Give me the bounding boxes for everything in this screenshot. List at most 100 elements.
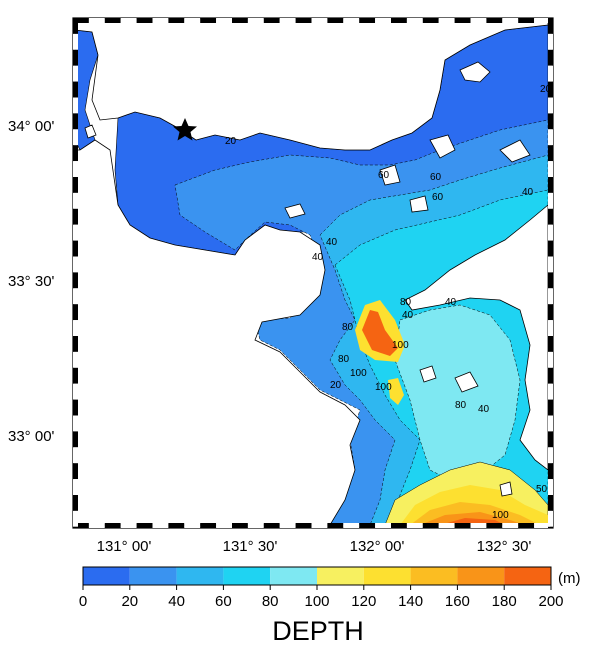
frame-tick-segment [120,523,137,528]
frame-tick-segment [343,523,360,528]
frame-tick-segment [548,65,553,82]
frame-tick-segment [73,18,78,34]
contour-label: 40 [312,252,324,263]
colorbar-swatch [457,567,505,585]
frame-tick-segment [548,320,553,336]
frame-tick-segment [73,463,78,480]
frame-tick-segment [73,145,78,162]
colorbar-tick-label: 160 [445,593,470,610]
colorbar-title: DEPTH [272,616,364,646]
frame-tick-segment [343,18,360,23]
contour-label: 60 [430,172,442,183]
depth-colorbar: 0 20 40 60 80 100 120 140 160 180 200 [79,566,564,610]
island-7 [454,371,479,393]
frame-tick-segment [548,113,553,130]
frame-tick-segment [548,129,553,146]
frame-tick-segment [232,18,248,23]
longitude-label: 131° 00' [97,538,152,555]
colorbar-unit: (m) [558,570,581,587]
land-honshu-west [72,17,549,151]
frame-tick-segment [548,240,553,257]
contour-label: 100 [350,368,367,379]
contour-label: 80 [342,322,354,333]
frame-tick-segment [391,18,407,23]
frame-tick-segment [168,18,185,23]
frame-tick-segment [73,320,78,336]
frame-tick-segment [486,18,503,23]
frame-tick-segment [247,18,264,23]
frame-tick-segment [548,463,553,480]
contour-label: 80 [400,297,412,308]
island-9 [499,481,513,497]
island-8 [419,365,437,383]
frame-tick-segment [311,523,328,528]
colorbar-swatch [410,567,458,585]
frame-tick-segment [73,383,78,400]
frame-tick-segment [73,161,78,177]
land-shikoku [404,204,549,471]
frame-tick-segment [548,495,553,511]
frame-tick-segment [548,272,553,289]
frame-tick-segment [120,18,137,23]
contour-labels: 20 40 60 80 100 40 60 40 80 100 20 40 80… [225,84,552,521]
frame-tick-segment [73,224,78,241]
frame-tick-segment [470,523,487,528]
frame-tick-segment [406,18,423,23]
frame-tick-segment [548,224,553,241]
longitude-label: 132° 30' [477,538,532,555]
frame-tick-segment [311,18,328,23]
contour-label: 100 [392,340,409,351]
frame-tick-segment [73,304,78,321]
frame-tick-segment [279,523,296,528]
frame-tick-bar [73,18,553,528]
frame-tick-segment [548,399,553,416]
island-6 [409,195,429,213]
frame-tick-segment [548,367,553,384]
frame-tick-segment [73,129,78,146]
frame-tick-segment [470,18,487,23]
latitude-label: 33° 00' [8,428,55,445]
colorbar-swatch [223,567,271,585]
contour-label: 40 [326,237,338,248]
colorbar-tick-label: 180 [492,593,517,610]
frame-tick-segment [247,523,264,528]
frame-tick-segment [295,18,312,23]
frame-tick-segment [422,18,439,23]
colorbar-swatch [363,567,411,585]
frame-tick-segment [438,18,455,23]
frame-tick-segment [152,523,169,528]
colorbar-swatch [504,567,551,585]
frame-tick-segment [438,523,455,528]
frame-tick-segment [534,523,550,528]
colorbar-tick-label: 200 [538,593,563,610]
frame-tick-segment [168,523,185,528]
frame-tick-segment [548,510,553,527]
frame-tick-segment [73,18,89,23]
frame-tick-segment [73,256,78,273]
frame-tick-segment [184,18,201,23]
frame-tick-segment [73,272,78,289]
frame-tick-segment [73,81,78,98]
frame-tick-segment [548,447,553,464]
contour-label: 40 [445,297,457,308]
frame-tick-segment [548,479,553,495]
frame-tick-segment [73,177,78,193]
frame-tick-segment [73,33,78,50]
frame-tick-segment [548,161,553,177]
frame-tick-segment [359,523,376,528]
contour-label: 80 [338,354,350,365]
frame-tick-segment [73,367,78,384]
colorbar-swatch [83,567,130,585]
island-2 [459,61,491,83]
frame-tick-segment [184,523,201,528]
frame-tick-segment [486,523,503,528]
frame-tick-segment [359,18,376,23]
frame-tick-segment [548,192,553,209]
frame-tick-segment [73,415,78,432]
frame-tick-segment [104,18,121,23]
frame-tick-segment [454,523,471,528]
colorbar-swatch [270,567,317,585]
frame-tick-segment [375,523,391,528]
frame-tick-segment [406,523,423,528]
